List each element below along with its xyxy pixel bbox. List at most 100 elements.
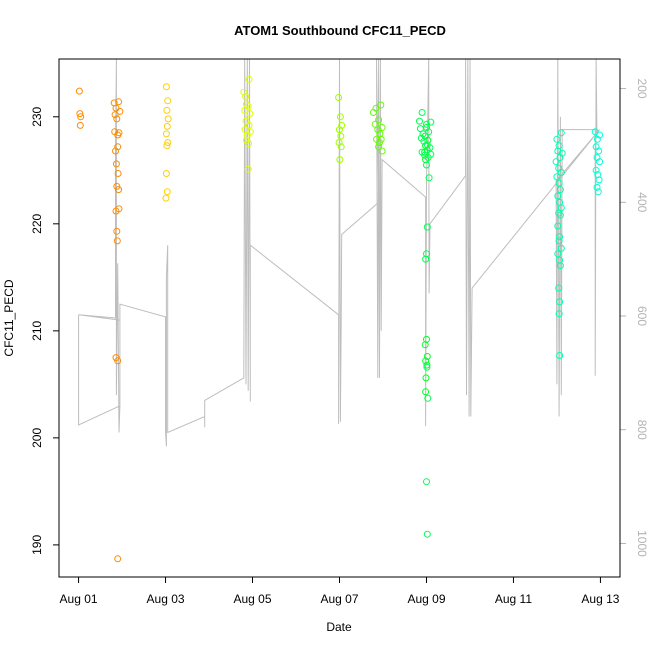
y-axis: 190 200 210 220 230 [30, 106, 60, 555]
data-point [115, 186, 123, 194]
data-point [242, 117, 250, 125]
data-point [113, 237, 121, 245]
data-point [338, 121, 346, 129]
data-point [555, 237, 563, 245]
data-point [244, 102, 252, 110]
data-point [416, 117, 423, 125]
data-point [421, 148, 429, 156]
data-point [115, 98, 123, 106]
y2-tick-label: 600 [635, 306, 649, 326]
data-point [337, 132, 345, 140]
data-point [558, 149, 566, 157]
data-point [111, 111, 119, 119]
data-point [423, 120, 430, 128]
data-point [555, 310, 563, 318]
x-tick-label: Aug 07 [320, 592, 358, 606]
data-point [374, 126, 382, 134]
secondary-y-axis: 200 400 600 800 1000 [619, 79, 649, 557]
data-point [557, 168, 565, 176]
data-point [242, 100, 250, 108]
data-point [423, 478, 430, 486]
data-point [336, 156, 344, 164]
data-point [241, 106, 249, 114]
data-point [423, 353, 431, 360]
data-point [554, 222, 562, 230]
data-point [113, 227, 121, 235]
data-point [75, 87, 83, 95]
data-point [114, 357, 122, 365]
data-point [555, 284, 563, 292]
y2-tick-label: 200 [635, 79, 649, 99]
x-tick-label: Aug 05 [233, 592, 271, 606]
plot-frame [58, 58, 621, 578]
data-point [112, 160, 120, 168]
data-point [593, 183, 601, 191]
data-point [245, 121, 253, 129]
data-point [335, 139, 343, 146]
data-point [163, 122, 171, 130]
data-point [378, 124, 386, 131]
chart-title: ATOM1 Southbound CFC11_PECD [234, 23, 446, 38]
data-point [246, 128, 254, 136]
data-point [115, 129, 123, 137]
data-point [115, 205, 123, 213]
data-point [594, 188, 602, 196]
data-point [422, 255, 430, 263]
data-point [375, 143, 383, 151]
y-axis-label: CFC11_PECD [2, 279, 16, 356]
data-point [553, 135, 561, 143]
depth-profile-traces [78, 58, 600, 447]
data-point [116, 107, 124, 115]
y2-tick-label: 1000 [635, 530, 649, 557]
data-point [114, 555, 122, 563]
data-point [556, 186, 564, 194]
data-point [114, 143, 122, 151]
x-axis-label: Date [326, 620, 352, 634]
data-point [246, 110, 254, 118]
y-tick-label: 220 [30, 213, 44, 233]
data-point [244, 165, 252, 173]
data-point [163, 188, 171, 196]
data-point [337, 143, 345, 151]
data-point [427, 150, 435, 158]
data-point [76, 121, 84, 129]
data-point [557, 244, 565, 252]
data-points [75, 75, 604, 563]
data-point [113, 115, 121, 123]
data-point [425, 174, 433, 182]
x-tick-label: Aug 01 [60, 592, 98, 606]
data-point [556, 298, 564, 306]
data-point [336, 126, 343, 134]
data-point [592, 166, 600, 174]
data-point [556, 256, 564, 264]
data-point [556, 154, 564, 161]
data-point [162, 83, 170, 91]
data-point [422, 142, 430, 150]
data-point [422, 388, 430, 396]
data-point [556, 352, 564, 359]
data-point [553, 173, 561, 181]
data-point [596, 131, 604, 139]
y-tick-label: 210 [30, 321, 44, 341]
data-point [245, 75, 253, 83]
data-point [162, 194, 170, 202]
x-tick-label: Aug 13 [581, 592, 619, 606]
data-point [162, 170, 170, 177]
data-point [163, 142, 171, 150]
data-point [377, 101, 385, 109]
data-point [336, 113, 344, 121]
data-point [426, 144, 434, 152]
data-point [242, 93, 250, 100]
data-point [556, 211, 564, 219]
data-point [245, 140, 253, 147]
x-tick-label: Aug 09 [407, 592, 445, 606]
data-point [425, 128, 433, 136]
data-point [423, 361, 431, 369]
y2-tick-label: 800 [635, 420, 649, 440]
data-point [554, 192, 562, 200]
data-point [554, 250, 562, 258]
data-point [427, 118, 435, 126]
data-point [557, 129, 565, 137]
data-point [418, 109, 426, 116]
